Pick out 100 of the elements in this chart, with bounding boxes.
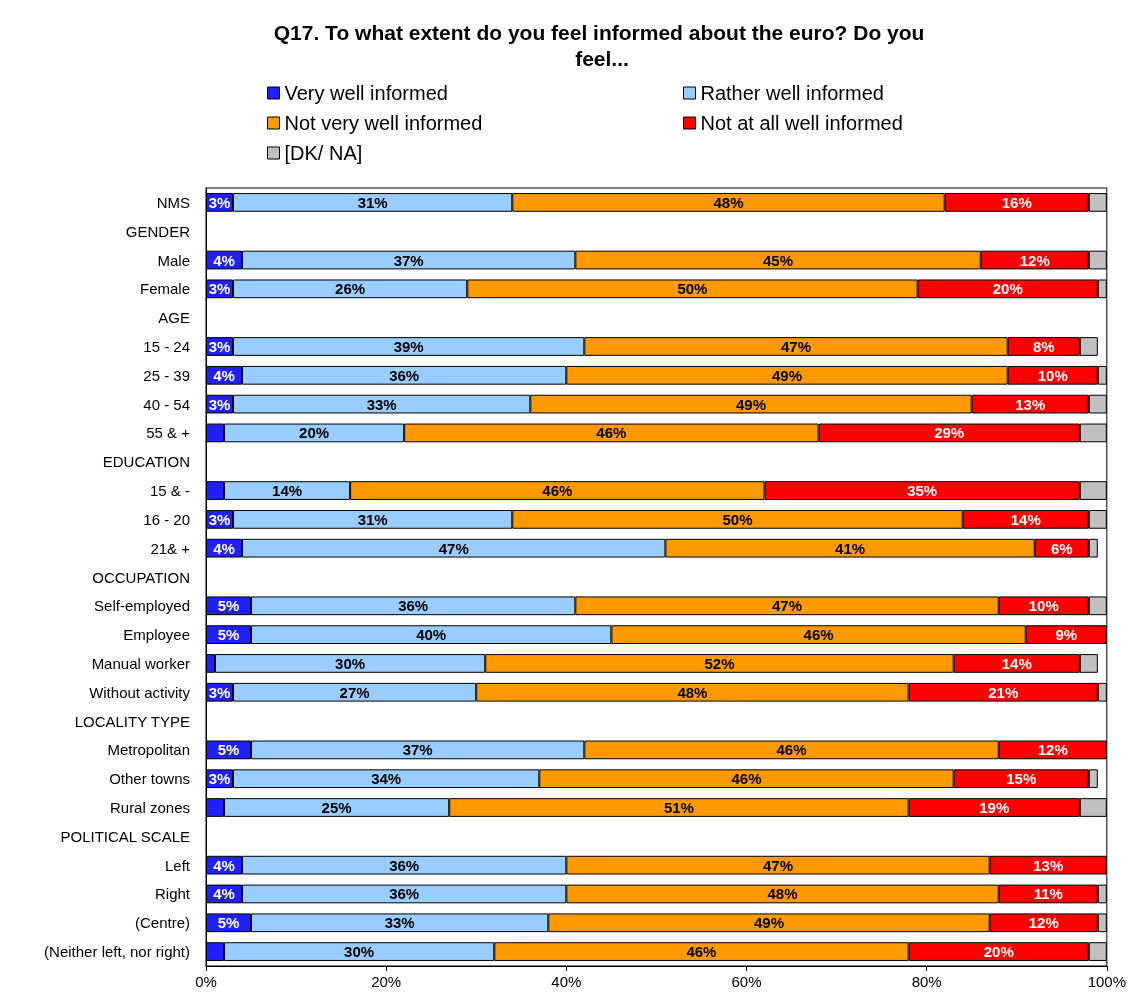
data-label: 46%: [686, 943, 717, 961]
data-label: 46%: [776, 741, 807, 759]
data-label: 47%: [763, 856, 794, 874]
data-label: 36%: [389, 856, 420, 874]
data-label: 46%: [731, 770, 762, 788]
x-tick-label: 60%: [731, 973, 762, 990]
data-label: 37%: [402, 741, 433, 759]
data-label: 25%: [321, 799, 352, 817]
y-tick-label: Right: [154, 885, 191, 903]
data-label: 31%: [357, 510, 388, 528]
legend-label: Very well informed: [284, 82, 448, 104]
x-tick-label: 20%: [371, 973, 402, 990]
data-label: 4%: [213, 885, 235, 903]
data-label: 14%: [1010, 510, 1041, 528]
data-label: 14%: [272, 482, 303, 500]
data-label: 47%: [781, 337, 812, 355]
data-label: 12%: [1028, 914, 1059, 932]
data-label: 51%: [663, 799, 694, 817]
data-label: 37%: [393, 251, 424, 269]
data-label: 36%: [389, 885, 420, 903]
y-tick-label: 40 - 54: [143, 395, 190, 413]
data-label: 4%: [213, 856, 235, 874]
data-label: 20%: [983, 943, 1014, 961]
y-tick-label: OCCUPATION: [92, 568, 190, 586]
x-tick-label: 80%: [911, 973, 942, 990]
data-label: 6%: [1050, 539, 1073, 557]
data-label: 33%: [384, 914, 415, 932]
legend-label: Not very well informed: [284, 112, 483, 134]
data-label: 35%: [907, 482, 938, 500]
legend-label: Rather well informed: [700, 82, 884, 104]
data-label: 9%: [1055, 626, 1078, 644]
data-label: 31%: [357, 193, 388, 211]
y-tick-label: Self-employed: [94, 597, 190, 615]
y-tick-label: Without activity: [89, 683, 191, 701]
y-tick-label: Metropolitan: [107, 741, 190, 759]
data-label: 13%: [1015, 395, 1046, 413]
y-tick-label: LOCALITY TYPE: [74, 712, 190, 730]
data-label: 15%: [1006, 770, 1037, 788]
y-tick-label: 16 - 20: [143, 510, 190, 528]
data-label: 3%: [208, 193, 231, 211]
data-label: 47%: [772, 597, 803, 615]
y-tick-label: Rural zones: [109, 799, 190, 817]
data-label: 11%: [1033, 885, 1063, 903]
data-label: 5%: [217, 741, 240, 759]
y-tick-label: Employee: [123, 626, 190, 644]
data-label: 20%: [992, 280, 1023, 298]
data-label: 46%: [596, 424, 627, 442]
data-label: 20%: [299, 424, 330, 442]
data-label: 40%: [416, 626, 447, 644]
data-label: 49%: [735, 395, 767, 413]
data-label: 5%: [217, 914, 240, 932]
y-tick-label: 55 & +: [146, 424, 191, 442]
y-tick-label: GENDER: [125, 222, 191, 240]
y-tick-label: Other towns: [109, 770, 190, 788]
data-label: 5%: [217, 597, 240, 615]
data-label: 12%: [1019, 251, 1050, 269]
legend-label: Not at all well informed: [700, 112, 903, 134]
data-label: 48%: [767, 885, 798, 903]
data-label: 13%: [1033, 856, 1064, 874]
data-label: 3%: [208, 683, 231, 701]
data-label: 52%: [704, 654, 735, 672]
data-label: 49%: [772, 366, 803, 384]
x-tick-label: 100%: [1087, 973, 1127, 990]
data-label: 14%: [1001, 654, 1032, 672]
data-label: 29%: [934, 424, 965, 442]
y-tick-label: Left: [164, 856, 191, 874]
data-label: 46%: [542, 482, 573, 500]
y-tick-label: 25 - 39: [143, 366, 190, 384]
x-tick-label: 40%: [551, 973, 582, 990]
chart-title: Q17. To what extent do you feel informed about the euro? Do you feel...: [273, 20, 931, 70]
y-tick-label: AGE: [158, 309, 190, 327]
data-label: 34%: [371, 770, 402, 788]
data-label: 3%: [208, 280, 231, 298]
data-label: 26%: [335, 280, 366, 298]
data-label: 3%: [208, 510, 231, 528]
data-label: 10%: [1028, 597, 1059, 615]
data-label: 21%: [988, 683, 1019, 701]
legend-label: [DK/ NA]: [284, 142, 363, 164]
data-label: 30%: [335, 654, 366, 672]
y-tick-label: Male: [157, 251, 190, 269]
y-tick-label: (Neither left, nor right): [44, 943, 190, 961]
data-label: 4%: [213, 366, 235, 384]
data-label: 36%: [389, 366, 420, 384]
data-label: 12%: [1037, 741, 1068, 759]
data-label: 4%: [213, 539, 235, 557]
y-tick-label: 15 & -: [149, 482, 190, 500]
data-label: 33%: [366, 395, 397, 413]
data-label: 48%: [677, 683, 708, 701]
data-label: 49%: [754, 914, 785, 932]
y-tick-label: (Centre): [134, 914, 190, 932]
data-label: 3%: [208, 770, 231, 788]
y-tick-label: Female: [139, 280, 190, 298]
data-label: 45%: [763, 251, 794, 269]
data-label: 27%: [339, 683, 370, 701]
data-label: 46%: [803, 626, 834, 644]
data-label: 16%: [1001, 193, 1032, 211]
data-label: 30%: [344, 943, 375, 961]
data-label: 19%: [979, 799, 1010, 817]
data-label: 8%: [1032, 337, 1055, 355]
data-label: 3%: [208, 337, 231, 355]
